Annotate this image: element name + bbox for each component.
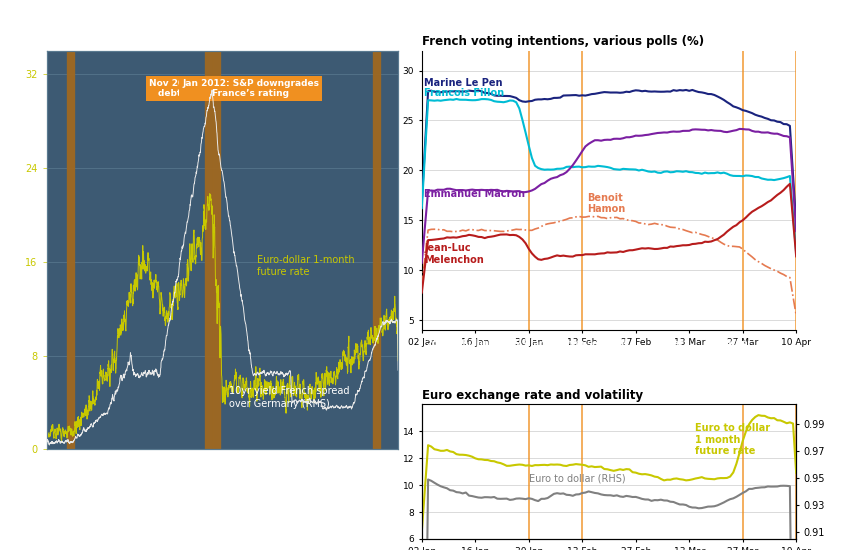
Text: Francois Fillon: Francois Fillon [424, 89, 505, 98]
Text: Euro-dollar 1-month
future rate: Euro-dollar 1-month future rate [257, 255, 355, 277]
Text: The French-German spread is attracting investment --
betting on this will pay ou: The French-German spread is attracting i… [10, 9, 350, 35]
Text: Euro to dollar
1 month
future rate: Euro to dollar 1 month future rate [695, 423, 770, 456]
Text: Marine Le Pen: Marine Le Pen [424, 78, 503, 87]
Text: 4 Apr:: 4 Apr: [726, 339, 755, 348]
Text: 22 Apr:
First round
6 May:
Second round: 22 Apr: First round 6 May: Second round [172, 482, 235, 529]
Text: Jean-Luc
Melenchon: Jean-Luc Melenchon [424, 243, 484, 265]
Text: 23 Apr:
First round
7 May:
Second round: 23 Apr: First round 7 May: Second round [289, 482, 352, 529]
Text: Benoit
Hamon: Benoit Hamon [588, 192, 626, 214]
Text: Second TV
debate: Second TV debate [726, 355, 770, 375]
Text: Melenchon has built momentum but markets worry about
about  the euro’s future un: Melenchon has built momentum but markets… [429, 9, 791, 35]
Text: Euro exchange rate and volatility: Euro exchange rate and volatility [422, 389, 643, 402]
Text: Emmanuel Macron: Emmanuel Macron [424, 189, 525, 199]
Text: 25 Jan: Fillon: 25 Jan: Fillon [427, 339, 489, 348]
Text: First TV
debate: First TV debate [650, 355, 682, 375]
Text: 29 Jan: Hamon selected: 29 Jan: Hamon selected [516, 339, 628, 348]
Text: as the candidate for the
socialist party: as the candidate for the socialist party [516, 355, 617, 375]
Text: Euro to dollar (RHS): Euro to dollar (RHS) [529, 474, 625, 483]
Text: French voting intentions, various polls (%): French voting intentions, various polls … [422, 35, 704, 48]
Text: scandal first
reported: scandal first reported [427, 355, 479, 375]
Text: 20 Mar:: 20 Mar: [650, 339, 687, 348]
Text: 21 Apr:
First round
6 May:
Second round: 21 Apr: First round 6 May: Second round [54, 482, 117, 529]
Text: 2012 election: 2012 election [172, 462, 241, 471]
Text: 10yr yield French spread
over Germany (RHS): 10yr yield French spread over Germany (R… [230, 386, 350, 409]
Text: Euro-area financial markets: Euro-area financial markets [47, 35, 230, 48]
Text: 2007 election: 2007 election [54, 462, 124, 471]
Text: Nov 2011: Euro-area
debt crisis peaks: Nov 2011: Euro-area debt crisis peaks [149, 79, 253, 98]
Text: 2017 election: 2017 election [289, 462, 358, 471]
Text: Jan 2012: S&P downgrades
France’s rating: Jan 2012: S&P downgrades France’s rating [182, 79, 319, 98]
